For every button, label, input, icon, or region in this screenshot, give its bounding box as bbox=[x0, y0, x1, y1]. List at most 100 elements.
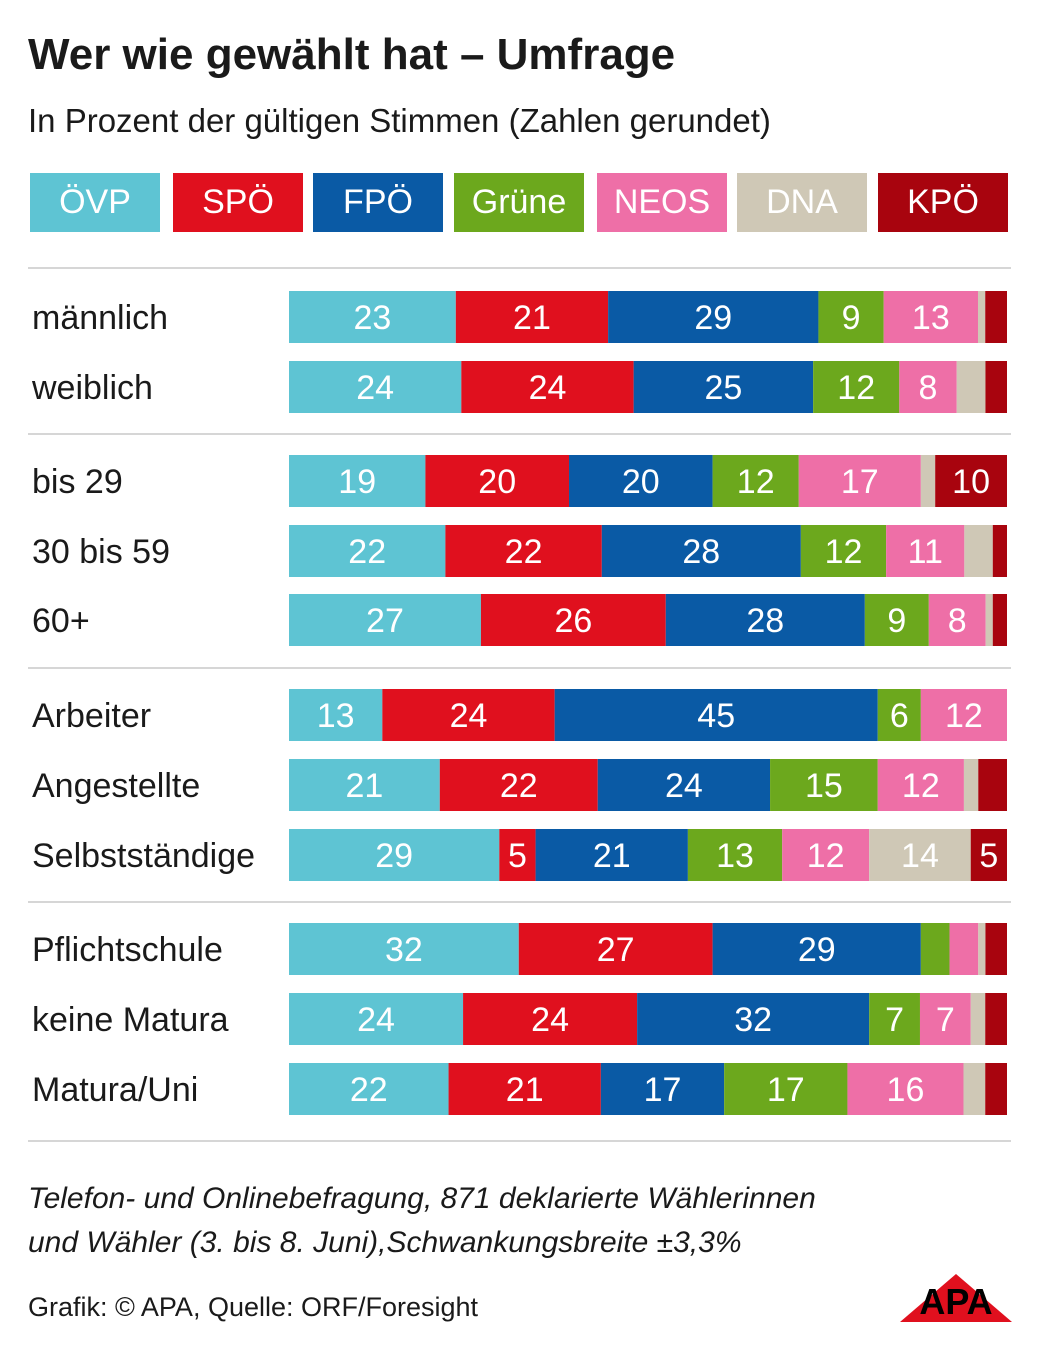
bar-segment-övp bbox=[289, 829, 500, 881]
chart-title: Wer wie gewählt hat – Umfrage bbox=[28, 30, 676, 79]
row-label: keine Matura bbox=[32, 1001, 229, 1039]
bar-value-label: 29 bbox=[694, 299, 732, 337]
bar-segment-kpö bbox=[970, 829, 1007, 881]
bar-segment-spö bbox=[382, 689, 555, 741]
bar-segment-kpö bbox=[992, 525, 1007, 577]
bar-segment-kpö bbox=[985, 361, 1007, 413]
bar-segment-grüne bbox=[813, 361, 900, 413]
bar-value-label: 22 bbox=[500, 767, 538, 805]
bar-value-label: 9 bbox=[842, 299, 861, 337]
bar-segment-fpö bbox=[637, 993, 870, 1045]
bar-value-label: 22 bbox=[350, 1071, 388, 1109]
bar-segment-spö bbox=[425, 455, 570, 507]
bar-value-label: 13 bbox=[317, 697, 355, 735]
bar-segment-neos bbox=[886, 525, 965, 577]
bar-segment-fpö bbox=[712, 923, 921, 975]
bar-value-label: 11 bbox=[908, 533, 943, 571]
bar-segment-grüne bbox=[864, 594, 929, 646]
bar-segment-neos bbox=[847, 1063, 964, 1115]
bar-segment-kpö bbox=[978, 759, 1007, 811]
bar-segment-dna bbox=[964, 525, 993, 577]
bar-value-label: 15 bbox=[805, 767, 843, 805]
bar-segment-kpö bbox=[985, 923, 1007, 975]
footnote: Telefon- und Onlinebefragung, 871 deklar… bbox=[28, 1177, 988, 1265]
bar-segment-neos bbox=[899, 361, 957, 413]
bar-segment-grüne bbox=[724, 1063, 848, 1115]
bar-value-label: 8 bbox=[919, 369, 938, 407]
bar-segment-kpö bbox=[992, 594, 1007, 646]
bar-value-label: 21 bbox=[513, 299, 551, 337]
legend-item-övp: ÖVP bbox=[30, 173, 160, 232]
bar-value-label: 13 bbox=[716, 837, 754, 875]
row-label: weiblich bbox=[31, 369, 153, 407]
bar-segment-dna bbox=[963, 759, 979, 811]
bar-value-label: 45 bbox=[697, 697, 735, 735]
bar-segment-grüne bbox=[800, 525, 887, 577]
bar-segment-övp bbox=[289, 993, 464, 1045]
bar-segment-spö bbox=[518, 923, 713, 975]
apa-logo-icon: APA bbox=[900, 1274, 1012, 1322]
bar-segment-övp bbox=[289, 291, 456, 343]
bar-segment-spö bbox=[461, 361, 634, 413]
legend-item-dna: DNA bbox=[737, 173, 867, 232]
legend-item-fpö: FPÖ bbox=[313, 173, 443, 232]
bar-value-label: 32 bbox=[734, 1001, 772, 1039]
bar-value-label: 28 bbox=[682, 533, 720, 571]
bar-segment-fpö bbox=[597, 759, 771, 811]
bar-value-label: 17 bbox=[841, 463, 879, 501]
bar-segment-dna bbox=[978, 923, 986, 975]
bar-segment-grüne bbox=[818, 291, 884, 343]
bar-value-label: 7 bbox=[936, 1001, 955, 1039]
bar-value-label: 24 bbox=[529, 369, 567, 407]
bar-segment-fpö bbox=[569, 455, 713, 507]
legend-item-kpö: KPÖ bbox=[878, 173, 1008, 232]
bar-segment-neos bbox=[798, 455, 921, 507]
bar-segment-spö bbox=[455, 291, 609, 343]
bar-segment-övp bbox=[289, 759, 440, 811]
legend-item-grüne: Grüne bbox=[454, 173, 584, 232]
bar-segment-övp bbox=[289, 594, 481, 646]
bar-value-label: 21 bbox=[506, 1071, 544, 1109]
bar-segment-fpö bbox=[535, 829, 688, 881]
bar-segment-grüne bbox=[869, 993, 920, 1045]
bar-segment-övp bbox=[289, 525, 446, 577]
bar-segment-dna bbox=[970, 993, 986, 1045]
bar-segment-kpö bbox=[985, 291, 1007, 343]
bar-segment-kpö bbox=[985, 1063, 1007, 1115]
footnote-line-2: und Wähler (3. bis 8. Juni),Schwankungsb… bbox=[28, 1226, 742, 1259]
legend-item-neos: NEOS bbox=[597, 173, 727, 232]
bar-segment-neos bbox=[877, 759, 964, 811]
bar-segment-övp bbox=[289, 689, 383, 741]
bar-value-label: 5 bbox=[508, 837, 527, 875]
apa-logo-text: APA bbox=[919, 1281, 992, 1322]
bar-segment-neos bbox=[949, 923, 979, 975]
bar-value-label: 17 bbox=[767, 1071, 805, 1109]
bar-segment-övp bbox=[289, 455, 426, 507]
bar-value-label: 28 bbox=[746, 602, 784, 640]
bar-segment-dna bbox=[977, 291, 986, 343]
bar-value-label: 5 bbox=[979, 837, 998, 875]
stacked-bar-chart: männlich 23 21 29 9 13 weiblich 24 24 25 12 8 bis 29… bbox=[28, 267, 1011, 1142]
row-label: Selbstständige bbox=[32, 837, 255, 875]
bar-segment-spö bbox=[480, 594, 666, 646]
bar-value-label: 12 bbox=[825, 533, 863, 571]
bar-segment-dna bbox=[869, 829, 971, 881]
bar-value-label: 16 bbox=[887, 1071, 925, 1109]
row-label: männlich bbox=[32, 299, 168, 337]
bar-segment-neos bbox=[928, 594, 986, 646]
bar-value-label: 23 bbox=[353, 299, 391, 337]
bar-value-label: 29 bbox=[798, 931, 836, 969]
bar-segment-spö bbox=[445, 525, 602, 577]
bar-value-label: 27 bbox=[597, 931, 635, 969]
bar-segment-övp bbox=[289, 1063, 449, 1115]
row-label: Arbeiter bbox=[32, 697, 151, 735]
bar-segment-fpö bbox=[554, 689, 878, 741]
bar-value-label: 22 bbox=[348, 533, 386, 571]
bar-segment-grüne bbox=[770, 759, 878, 811]
bar-value-label: 24 bbox=[665, 767, 703, 805]
bar-segment-dna bbox=[963, 1063, 986, 1115]
bar-value-label: 21 bbox=[593, 837, 631, 875]
bar-value-label: 27 bbox=[366, 602, 404, 640]
bar-segment-kpö bbox=[985, 993, 1007, 1045]
bar-value-label: 20 bbox=[622, 463, 660, 501]
